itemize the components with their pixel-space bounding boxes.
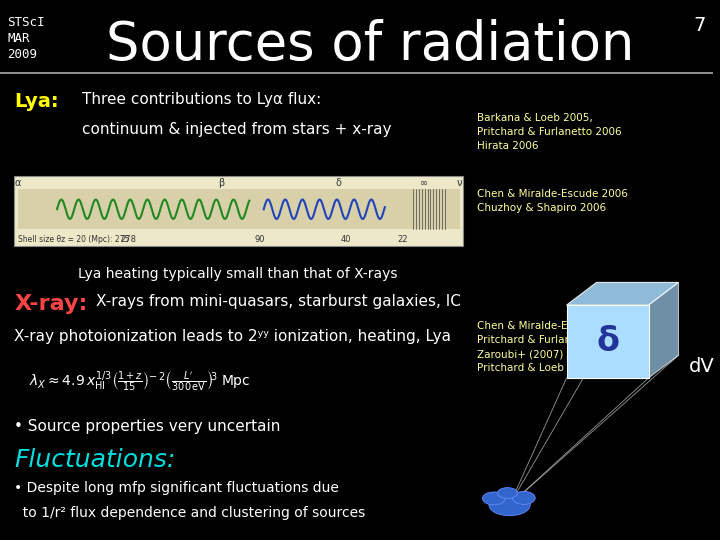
Text: δ: δ <box>596 325 619 358</box>
Text: $\lambda_X \approx 4.9\,x_{\rm HI}^{1/3}\left(\frac{1+z}{15}\right)^{\!\!-2}\lef: $\lambda_X \approx 4.9\,x_{\rm HI}^{1/3}… <box>29 370 250 394</box>
Text: Shell size θz = 20 (Mpc): 275: Shell size θz = 20 (Mpc): 275 <box>18 234 129 244</box>
Text: • Source properties very uncertain: • Source properties very uncertain <box>14 418 281 434</box>
Text: Fluctuations:: Fluctuations: <box>14 448 176 472</box>
Polygon shape <box>567 282 678 305</box>
Ellipse shape <box>498 488 518 498</box>
Polygon shape <box>649 282 678 378</box>
Text: 90: 90 <box>255 234 266 244</box>
Text: ν: ν <box>457 178 462 188</box>
Text: X-rays from mini-quasars, starburst galaxies, IC: X-rays from mini-quasars, starburst gala… <box>96 294 461 309</box>
Text: α: α <box>14 178 21 188</box>
Text: Sources of radiation: Sources of radiation <box>107 19 635 71</box>
Text: continuum & injected from stars + x-ray: continuum & injected from stars + x-ray <box>82 122 392 137</box>
Ellipse shape <box>489 494 530 516</box>
Text: 22: 22 <box>397 234 408 244</box>
Text: X-ray photoionization leads to 2ʸʸ ionization, heating, Lya: X-ray photoionization leads to 2ʸʸ ioniz… <box>14 329 451 345</box>
Text: β: β <box>218 178 224 188</box>
Text: dV: dV <box>689 357 715 376</box>
Text: to 1/r² flux dependence and clustering of sources: to 1/r² flux dependence and clustering o… <box>14 506 366 520</box>
FancyBboxPatch shape <box>18 189 459 230</box>
FancyBboxPatch shape <box>14 176 463 246</box>
Text: Chen & Miralde-Escude 2006
Chuzhoy & Shapiro 2006: Chen & Miralde-Escude 2006 Chuzhoy & Sha… <box>477 189 629 213</box>
Text: ∞: ∞ <box>420 178 428 188</box>
Text: Lya:: Lya: <box>14 92 59 111</box>
Text: Barkana & Loeb 2005,
Pritchard & Furlanetto 2006
Hirata 2006: Barkana & Loeb 2005, Pritchard & Furlane… <box>477 113 622 151</box>
Text: STScI
MAR
2009: STScI MAR 2009 <box>7 16 45 61</box>
Polygon shape <box>567 305 649 378</box>
Text: Chen & Miralde-Escude 2006,
Pritchard & Furlanetto 2007,
Zaroubi+ (2007)
Pritcha: Chen & Miralde-Escude 2006, Pritchard & … <box>477 321 631 373</box>
Text: 278: 278 <box>120 234 136 244</box>
Text: X-ray:: X-ray: <box>14 294 88 314</box>
Ellipse shape <box>513 491 535 504</box>
Text: 7: 7 <box>693 16 706 35</box>
Text: • Despite long mfp significant fluctuations due: • Despite long mfp significant fluctuati… <box>14 481 339 495</box>
Text: Lya heating typically small than that of X-rays: Lya heating typically small than that of… <box>78 267 398 281</box>
Ellipse shape <box>482 492 505 505</box>
Text: 40: 40 <box>341 234 351 244</box>
Text: Three contributions to Lyα flux:: Three contributions to Lyα flux: <box>82 92 321 107</box>
Text: δ: δ <box>336 178 341 188</box>
